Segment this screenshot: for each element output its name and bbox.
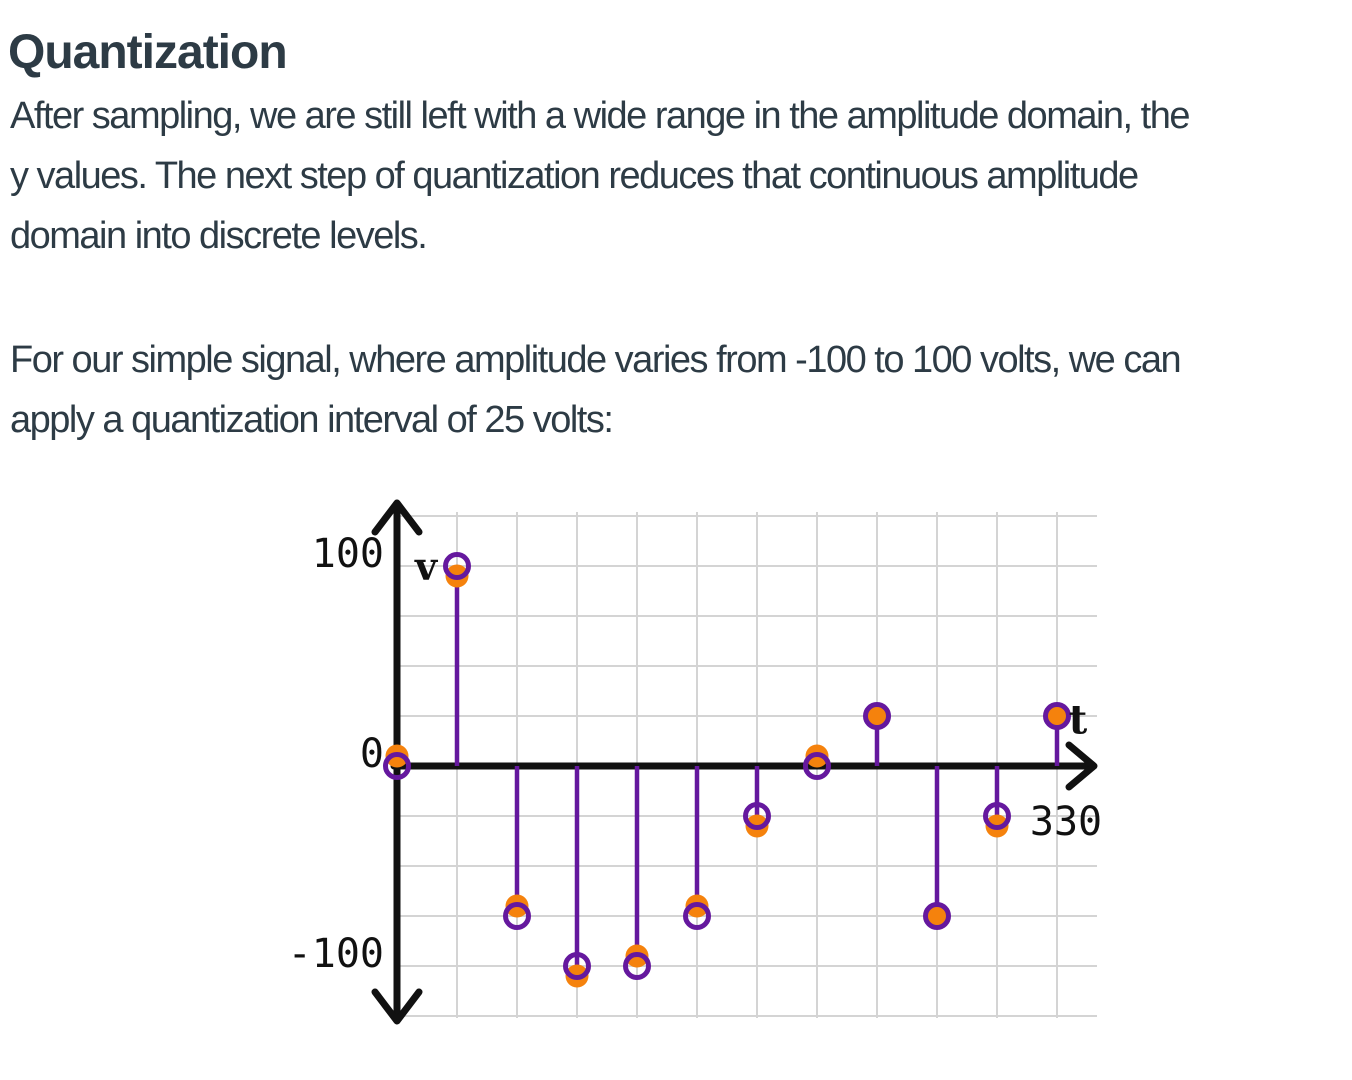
y-tick-label: -100 — [288, 931, 384, 977]
quantized-sample-circle — [743, 802, 771, 830]
paragraph-line: For our simple signal, where amplitude v… — [10, 339, 1182, 381]
paragraph-line: y values. The next step of quantization … — [10, 155, 1139, 197]
y-axis-arrow-down-icon — [371, 988, 423, 1025]
quantized-sample-circle — [1043, 702, 1071, 730]
x-end-tick-label: 330 — [1030, 799, 1100, 845]
quantized-sample-circle — [863, 702, 891, 730]
y-axis-arrow-up-icon — [371, 499, 423, 536]
quantized-sample-circle — [563, 952, 591, 980]
chart-labels: 100 0 -100 330 v t — [288, 531, 1102, 977]
y-tick-label: 0 — [360, 731, 384, 777]
page-title: Quantization — [8, 26, 288, 80]
actual-sample-dot — [865, 704, 889, 728]
stem-plot-svg: 100 0 -100 330 v t — [288, 499, 1102, 1025]
quantized-sample-circle — [923, 902, 951, 930]
quantized-sample-circle — [443, 552, 471, 580]
actual-sample-dot — [925, 904, 949, 928]
quantized-sample-circle — [623, 952, 651, 980]
actual-sample-dot — [1045, 704, 1069, 728]
paragraph-line: domain into discrete levels. — [10, 215, 428, 257]
quantized-sample-circle — [383, 752, 411, 780]
quantized-sample-circle — [683, 902, 711, 930]
paragraph-sampling-intro: After sampling, we are still left with a… — [10, 86, 1191, 266]
paragraph-quantization-interval: For our simple signal, where amplitude v… — [10, 330, 1182, 450]
y-tick-label: 100 — [312, 531, 384, 577]
paragraph-line: After sampling, we are still left with a… — [10, 95, 1191, 137]
quantized-sample-circle — [503, 902, 531, 930]
quantized-sample-circle — [983, 802, 1011, 830]
x-axis-arrow-right-icon — [1065, 741, 1098, 791]
quantized-sample-circles — [383, 552, 1071, 980]
quantization-stem-plot: 100 0 -100 330 v t — [280, 498, 1102, 1043]
actual-sample-dots — [385, 564, 1069, 988]
paragraph-line: apply a quantization interval of 25 volt… — [10, 399, 614, 441]
x-axis-label: t — [1069, 697, 1088, 744]
x-axis — [390, 741, 1098, 791]
quantized-sample-circle — [803, 752, 831, 780]
y-axis-label: v — [414, 544, 439, 589]
axes — [371, 499, 1098, 1025]
